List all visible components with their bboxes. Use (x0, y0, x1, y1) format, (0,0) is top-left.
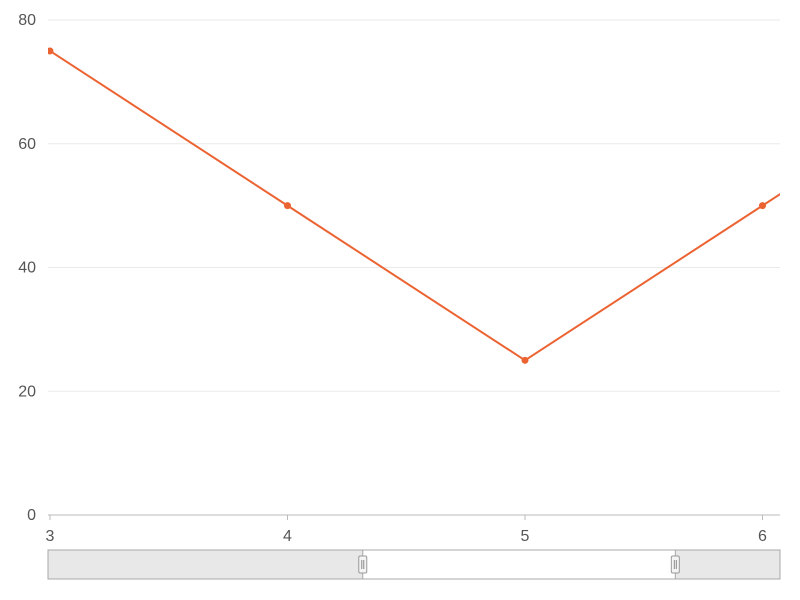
y-tick-label: 40 (18, 260, 36, 277)
data-point (759, 202, 766, 210)
x-tick-label: 6 (758, 528, 767, 545)
data-point (521, 356, 529, 364)
series-layer (48, 47, 780, 364)
grid-layer (48, 19, 780, 392)
range-slider[interactable] (47, 549, 781, 580)
data-point (48, 47, 54, 55)
y-tick-label: 60 (18, 136, 36, 153)
x-tick-label: 5 (521, 528, 530, 545)
y-tick-label: 20 (18, 383, 36, 400)
series-line (48, 48, 780, 362)
slider-handle-right[interactable] (670, 555, 680, 574)
x-tick-label: 4 (283, 528, 292, 545)
slider-selection-window[interactable] (362, 550, 676, 579)
y-tick-label: 80 (18, 12, 36, 29)
data-point (284, 202, 291, 210)
y-tick-label: 0 (27, 507, 36, 524)
x-tick-label: 3 (46, 528, 55, 545)
slider-handle-left[interactable] (358, 555, 368, 574)
axis-layer: 0 20 40 60 80 3 4 5 6 (18, 12, 780, 545)
